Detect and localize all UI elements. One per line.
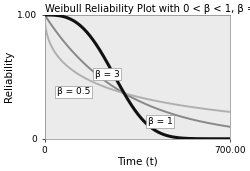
X-axis label: Time (t): Time (t) [117,157,158,167]
Text: β = 0.5: β = 0.5 [56,87,90,96]
Text: β = 3: β = 3 [95,70,120,79]
Text: β = 1: β = 1 [148,117,173,126]
Y-axis label: Reliability: Reliability [4,51,14,102]
Text: Weibull Reliability Plot with 0 < β < 1, β = 1, and β > 1: Weibull Reliability Plot with 0 < β < 1,… [45,4,250,14]
